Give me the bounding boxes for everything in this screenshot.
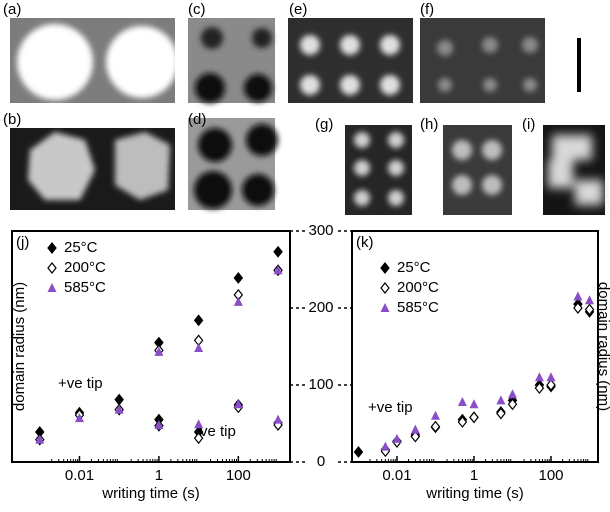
x-tick-label: 1 [155, 467, 163, 484]
y-axis-label: domain radius (nm) [595, 282, 610, 411]
data-point [233, 272, 244, 284]
tick-label-bg [305, 299, 337, 317]
data-point [233, 399, 243, 409]
legend-label: 200°C [64, 259, 106, 276]
y-axis-label: domain radius (nm) [11, 282, 28, 411]
panel-label: (j) [16, 234, 29, 251]
data-point [469, 399, 479, 409]
data-point [233, 296, 243, 306]
data-point [573, 291, 583, 301]
legend-label: 25°C [64, 239, 98, 256]
panel-label: (i) [522, 116, 535, 133]
data-point [410, 430, 421, 443]
plot-frame [11, 230, 291, 463]
annotation: -ve tip [195, 423, 236, 440]
data-point [35, 434, 45, 444]
data-point [534, 372, 544, 382]
data-point [507, 389, 517, 399]
data-point [273, 414, 283, 424]
tick-label-bg [305, 376, 337, 394]
legend-label: 200°C [397, 279, 439, 296]
x-axis-label: writing time (s) [425, 485, 524, 502]
annotation: +ve tip [58, 375, 103, 392]
data-point [194, 419, 204, 429]
data-point [380, 282, 390, 294]
data-point [380, 303, 390, 312]
data-point [47, 262, 57, 274]
x-tick-label: 100 [226, 467, 251, 484]
y-tick-label: 100 [308, 376, 333, 393]
data-point [546, 372, 556, 382]
data-point [273, 245, 283, 258]
data-point [546, 379, 556, 391]
data-point [392, 433, 402, 443]
data-point [47, 242, 57, 254]
data-point [585, 295, 595, 305]
plot-frame [351, 230, 599, 463]
annotation: +ve tip [368, 399, 413, 416]
data-point [380, 262, 390, 274]
x-tick-label: 1 [470, 467, 478, 484]
panel-label: (f) [420, 1, 434, 18]
legend-label: 585°C [397, 299, 439, 316]
data-point [193, 432, 204, 445]
data-point [194, 343, 204, 353]
tick-label-bg [305, 453, 337, 471]
panel-label: (c) [188, 1, 206, 18]
panel-label: (h) [420, 116, 438, 133]
data-point [410, 424, 420, 434]
data-point [193, 314, 204, 327]
data-point [457, 396, 467, 406]
x-axis-label: writing time (s) [101, 485, 200, 502]
legend-label: 25°C [397, 259, 431, 276]
y-tick-label: 300 [308, 222, 333, 239]
data-point [154, 420, 164, 430]
panel-label: (b) [3, 111, 21, 128]
data-point [154, 346, 164, 356]
x-tick-label: 0.01 [65, 467, 94, 484]
data-point [74, 413, 84, 423]
data-point [584, 303, 595, 316]
data-point [496, 395, 506, 405]
data-point [380, 441, 390, 451]
data-point [507, 398, 518, 411]
data-point [534, 382, 545, 395]
data-point [573, 302, 583, 314]
data-point [114, 404, 124, 414]
panel-label: (a) [3, 1, 21, 18]
data-point [430, 410, 440, 420]
data-point [114, 393, 124, 406]
legend-label: 585°C [64, 279, 106, 296]
x-tick-label: 100 [538, 467, 563, 484]
panel-label: (k) [356, 234, 374, 251]
data-point [430, 420, 441, 433]
data-point [469, 411, 479, 424]
data-point [496, 407, 506, 420]
y-tick-label: 0 [317, 453, 325, 470]
data-point [273, 265, 283, 275]
data-point [457, 415, 468, 428]
panel-label: (e) [289, 1, 307, 18]
panel-label: (d) [188, 111, 206, 128]
tick-label-bg [305, 222, 337, 240]
micrographs [10, 18, 605, 215]
data-point [353, 446, 364, 458]
y-tick-label: 200 [308, 299, 333, 316]
x-tick-label: 0.01 [382, 467, 411, 484]
data-point [47, 283, 57, 292]
panel-label: (g) [315, 116, 333, 133]
